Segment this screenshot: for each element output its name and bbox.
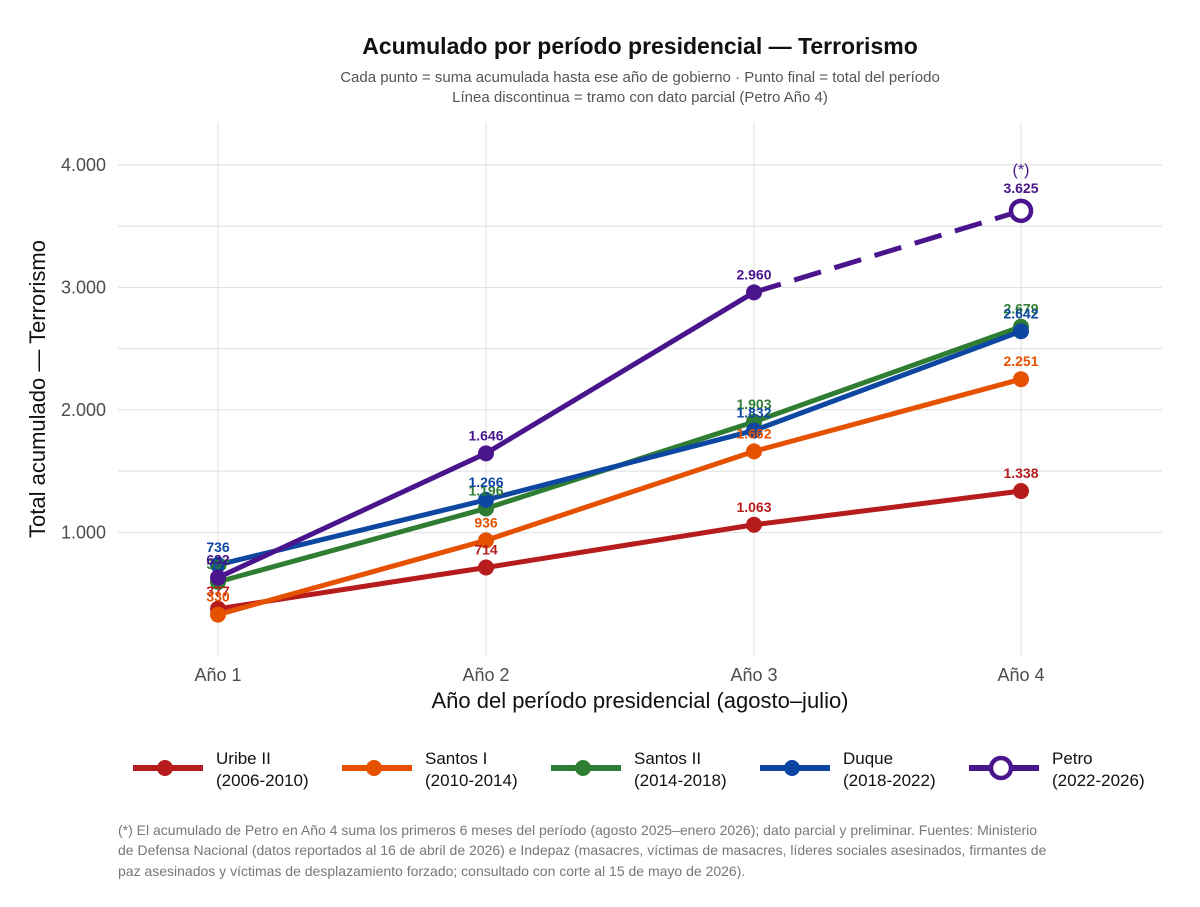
data-label: 1.662 bbox=[736, 425, 771, 441]
legend-label-line-2: (2018-2022) bbox=[843, 771, 936, 790]
legend: Uribe II(2006-2010)Santos I(2010-2014)Sa… bbox=[133, 749, 1145, 790]
x-axis-ticks: Año 1 Año 2 Año 3 Año 4 bbox=[194, 665, 1044, 685]
series-point bbox=[478, 532, 494, 549]
legend-marker bbox=[157, 760, 173, 776]
data-label: 2.642 bbox=[1003, 305, 1038, 321]
chart-title: Acumulado por período presidencial — Ter… bbox=[362, 33, 918, 59]
data-label: 2.679 bbox=[1003, 301, 1038, 317]
caption-line-1: (*) El acumulado de Petro en Año 4 suma … bbox=[118, 822, 1037, 838]
series-point bbox=[746, 516, 762, 533]
series-line-2 bbox=[215, 324, 1024, 585]
y-tick-label: 1.000 bbox=[61, 522, 106, 542]
y-tick-label: 2.000 bbox=[61, 400, 106, 420]
series-point-partial bbox=[1008, 198, 1034, 224]
y-axis-title: Total acumulado — Terrorismo bbox=[25, 240, 50, 538]
data-label: 1.266 bbox=[468, 474, 503, 490]
data-label: 597 bbox=[206, 556, 230, 572]
series-point bbox=[478, 559, 494, 576]
x-tick-label: Año 1 bbox=[194, 665, 241, 685]
caption-line-2: de Defensa Nacional (datos reportados al… bbox=[118, 842, 1047, 858]
series-point bbox=[210, 569, 226, 586]
data-label: 1.832 bbox=[736, 405, 771, 421]
legend-item-2: Santos II (2014-2018) bbox=[551, 749, 727, 790]
legend-item-1: Santos I (2010-2014) bbox=[342, 749, 518, 790]
partial-marker-label: (*) bbox=[1013, 162, 1030, 179]
series-line-0 bbox=[215, 488, 1024, 612]
data-label: 377 bbox=[206, 583, 230, 599]
y-tick-label: 4.000 bbox=[61, 155, 106, 175]
data-label: 3.625 bbox=[1003, 180, 1038, 196]
caption-line-3: paz asesinados y víctimas de desplazamie… bbox=[118, 863, 745, 879]
series-line-1 bbox=[215, 376, 1024, 618]
legend-item-4: Petro (2022-2026) bbox=[969, 749, 1145, 790]
x-tick-label: Año 2 bbox=[462, 665, 509, 685]
data-label: 2.251 bbox=[1003, 353, 1038, 369]
data-label: 714 bbox=[474, 542, 498, 558]
legend-label-line-1: Uribe II bbox=[216, 749, 271, 768]
legend-marker bbox=[988, 755, 1014, 781]
series-line-3 bbox=[215, 328, 1024, 568]
legend-marker bbox=[575, 760, 591, 776]
grid-lines bbox=[118, 122, 1162, 655]
legend-label-line-2: (2022-2026) bbox=[1052, 771, 1145, 790]
legend-label-line-1: Santos I bbox=[425, 749, 487, 768]
data-label: 2.960 bbox=[736, 266, 771, 282]
x-tick-label: Año 3 bbox=[730, 665, 777, 685]
series-point bbox=[1013, 371, 1029, 388]
series-point bbox=[1013, 323, 1029, 340]
legend-label-line-1: Petro bbox=[1052, 749, 1093, 768]
series-point bbox=[746, 443, 762, 460]
data-label: 1.646 bbox=[468, 427, 503, 443]
data-labels: 377 714 1.063 1.338 330 936 1.662 2.251 597 1.196… bbox=[206, 162, 1038, 605]
legend-item-3: Duque (2018-2022) bbox=[760, 749, 936, 790]
series-point bbox=[746, 284, 762, 301]
series-line-partial-4 bbox=[753, 208, 1022, 295]
y-tick-label: 3.000 bbox=[61, 277, 106, 297]
chart-subtitle-line-2: Línea discontinua = tramo con dato parci… bbox=[452, 89, 828, 106]
series-point bbox=[478, 445, 494, 462]
legend-marker bbox=[366, 760, 382, 776]
data-label: 1.063 bbox=[736, 499, 771, 515]
series-point bbox=[746, 422, 762, 439]
series-layer bbox=[210, 198, 1034, 623]
data-label: 736 bbox=[206, 539, 230, 555]
data-label: 1.196 bbox=[468, 482, 503, 498]
legend-label-line-1: Duque bbox=[843, 749, 893, 768]
chart-subtitle-line-1: Cada punto = suma acumulada hasta ese añ… bbox=[340, 69, 940, 86]
legend-item-0: Uribe II (2006-2010) bbox=[133, 749, 309, 790]
data-label: 936 bbox=[474, 514, 498, 530]
legend-label-line-1: Santos II bbox=[634, 749, 701, 768]
y-axis-ticks: 1.000 2.000 3.000 4.000 bbox=[61, 155, 106, 543]
x-axis-title: Año del período presidencial (agosto–jul… bbox=[431, 688, 848, 713]
legend-label-line-2: (2010-2014) bbox=[425, 771, 518, 790]
series-point bbox=[478, 491, 494, 508]
data-label: 330 bbox=[206, 589, 230, 605]
series-point bbox=[1013, 483, 1029, 500]
legend-label-line-2: (2006-2010) bbox=[216, 771, 309, 790]
legend-label-line-2: (2014-2018) bbox=[634, 771, 727, 790]
data-label: 632 bbox=[206, 552, 230, 568]
series-point bbox=[210, 556, 226, 573]
legend-marker bbox=[784, 760, 800, 776]
data-label: 1.338 bbox=[1003, 465, 1038, 481]
x-tick-label: Año 4 bbox=[997, 665, 1044, 685]
series-point bbox=[210, 606, 226, 623]
data-label: 1.903 bbox=[736, 396, 771, 412]
